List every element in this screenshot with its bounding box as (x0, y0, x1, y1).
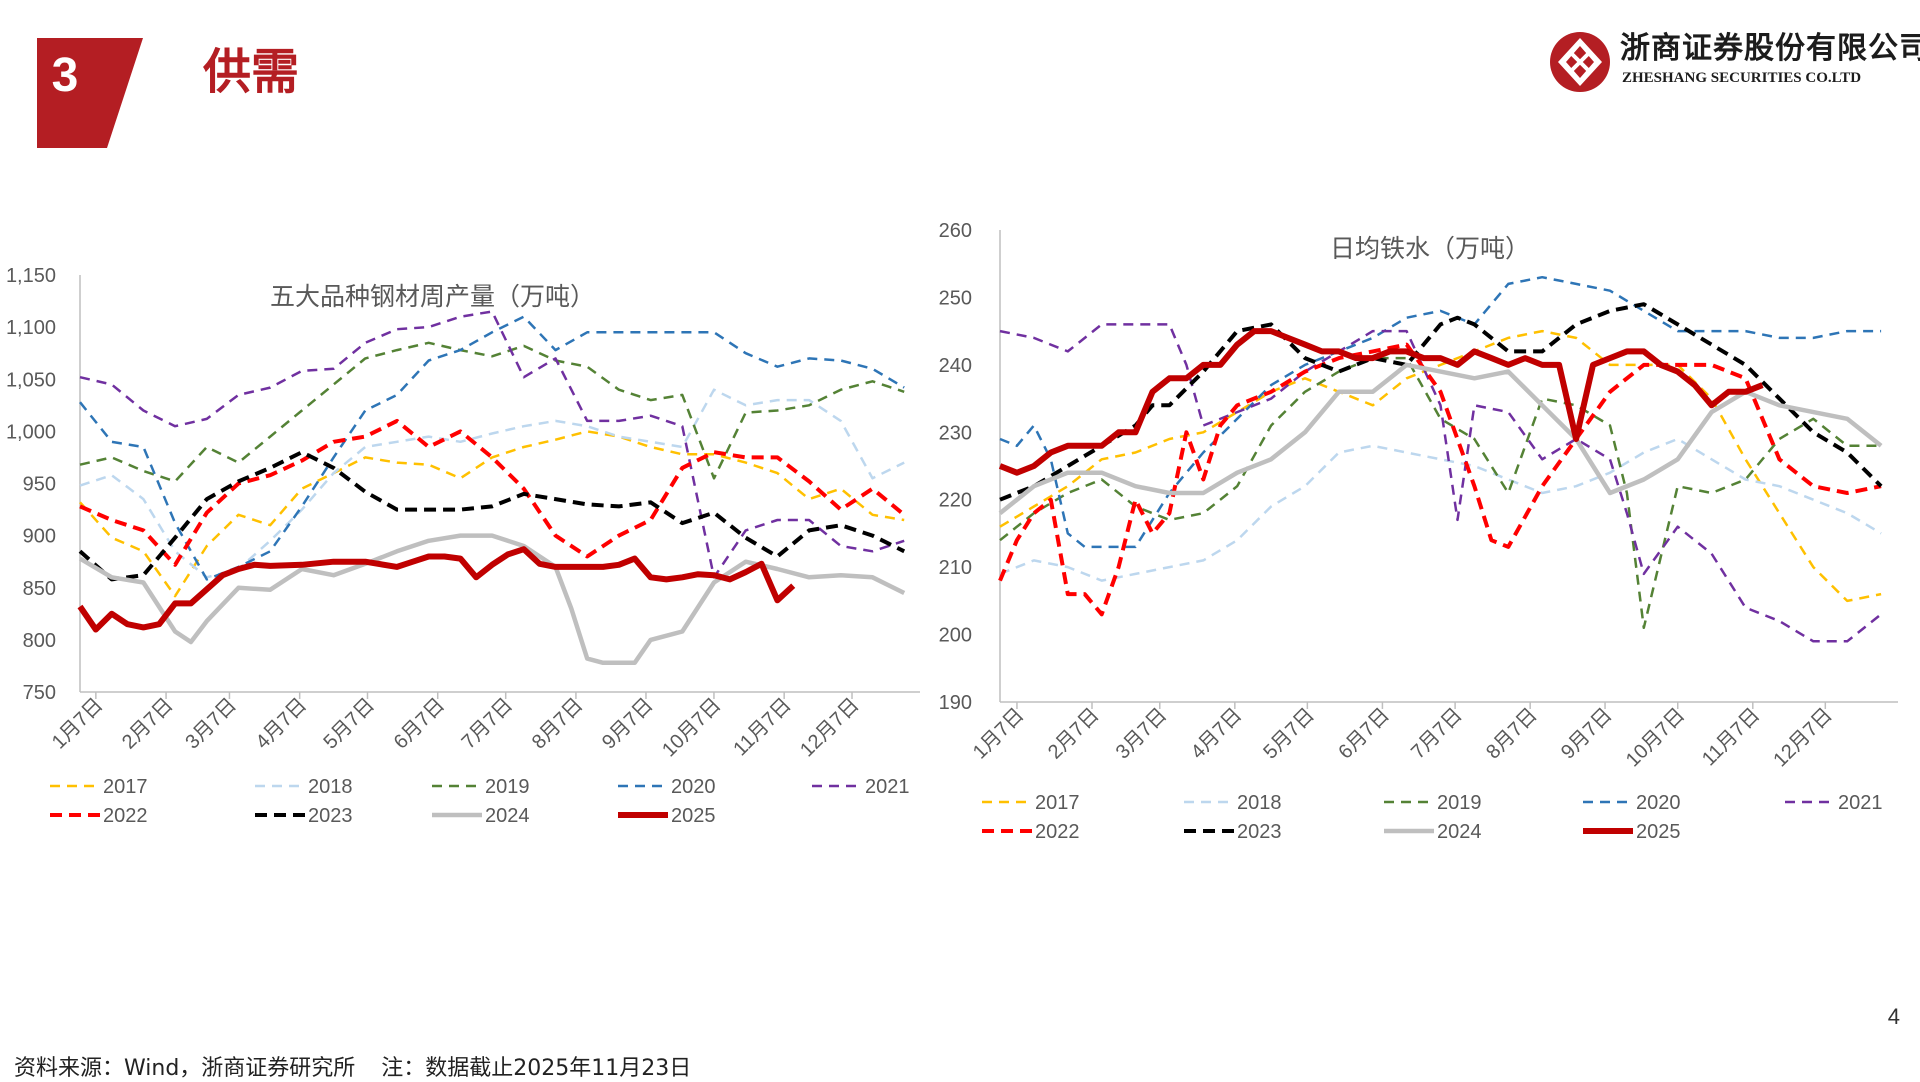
chart1-series-line-2022 (79, 418, 906, 567)
chart2-x-tick-label: 12月7日 (1769, 704, 1836, 771)
chart2-y-tick-label: 220 (939, 490, 972, 512)
chart1-series-line-2024 (78, 533, 906, 666)
chart1-series-line-2020 (79, 315, 905, 581)
chart2-series-line-2019 (999, 356, 1882, 630)
chart2-y-tick-label: 230 (939, 422, 972, 444)
chart2-series-line-2018 (999, 437, 1882, 582)
chart1-x-tick-label: 5月7日 (319, 694, 379, 754)
chart1-y-tick-label: 1,050 (6, 369, 56, 391)
chart2-series-line-2017 (999, 329, 1882, 603)
chart1-legend-label-2021: 2021 (865, 776, 910, 798)
chart1-x-tick-label: 9月7日 (598, 694, 658, 754)
chart1-x-tick-label: 2月7日 (118, 694, 178, 754)
chart2-y-tick-label: 240 (939, 355, 972, 377)
chart1-series-line-2019 (79, 341, 905, 483)
chart1-y-tick-label: 1,150 (6, 265, 56, 287)
chart1-legend-label-2022: 2022 (103, 805, 148, 827)
chart2-series-line-2023 (999, 302, 1883, 502)
chart1-legend-label-2020: 2020 (671, 776, 716, 798)
hot-metal-chart: 190 200 210 220 230 240 250 260 1月7日 2月7日 3月7日 4月7日… (939, 220, 1898, 843)
chart1-y-tick-label: 850 (23, 578, 56, 600)
section-badge (37, 38, 143, 148)
chart1-y-tick-label: 750 (23, 682, 56, 704)
chart1-series-line-2018 (79, 388, 905, 579)
chart2-legend-label-2019: 2019 (1437, 792, 1482, 814)
page-number: 4 (1887, 1004, 1900, 1029)
chart1-y-tick-label: 950 (23, 474, 56, 496)
chart2-series-line-2025 (998, 328, 1764, 476)
chart2-x-tick-label: 5月7日 (1259, 704, 1319, 764)
section-title: 供需 (203, 44, 300, 100)
chart2-x-tick-label: 11月7日 (1698, 704, 1764, 770)
chart2-legend-label-2020: 2020 (1636, 792, 1681, 814)
chart1-legend-label-2018: 2018 (308, 776, 353, 798)
chart2-legend-label-2025: 2025 (1636, 821, 1681, 843)
chart1-y-tick-label: 900 (23, 526, 56, 548)
chart2-legend-label-2024: 2024 (1437, 821, 1482, 843)
chart2-legend-label-2017: 2017 (1035, 792, 1080, 814)
chart1-x-tick-label: 7月7日 (458, 694, 518, 754)
chart1-series-line-2023 (78, 450, 906, 582)
chart2-y-tick-label: 200 (939, 625, 972, 647)
chart1-x-tick-label: 4月7日 (252, 694, 312, 754)
chart1-x-tick-label: 6月7日 (390, 694, 450, 754)
chart1-x-tick-label: 10月7日 (658, 694, 725, 761)
chart1-legend-label-2017: 2017 (103, 776, 148, 798)
chart1-legend-label-2023: 2023 (308, 805, 353, 827)
chart2-series-line-2024 (998, 362, 1883, 515)
logo-company-name-cn: 浙商证券股份有限公司 (1620, 31, 1920, 66)
chart2-y-tick-label: 190 (939, 692, 972, 714)
chart2-x-tick-label: 1月7日 (969, 704, 1029, 764)
chart1-y-tick-label: 1,100 (6, 317, 56, 339)
chart2-y-tick-label: 210 (939, 557, 972, 579)
chart2-y-tick-label: 260 (939, 220, 972, 242)
chart2-legend-label-2022: 2022 (1035, 821, 1080, 843)
chart1-x-tick-label: 11月7日 (729, 694, 795, 760)
chart2-title: 日均铁水（万吨） (1330, 234, 1530, 263)
chart1-series-line-2025 (77, 546, 796, 633)
chart2-legend-label-2021: 2021 (1838, 792, 1883, 814)
chart2-x-tick-label: 8月7日 (1482, 704, 1542, 764)
chart2-x-tick-label: 4月7日 (1187, 704, 1247, 764)
chart2-x-tick-label: 3月7日 (1112, 704, 1172, 764)
chart1-title: 五大品种钢材周产量（万吨） (270, 282, 595, 311)
source-text: 资料来源：Wind，浙商证券研究所 (14, 1056, 356, 1081)
chart1-x-tick-label: 12月7日 (796, 694, 863, 761)
source-note: 资料来源：Wind，浙商证券研究所 注：数据截止2025年11月23日 (14, 1050, 691, 1082)
chart1-x-tick-label: 1月7日 (48, 694, 108, 754)
chart2-series-line-2022 (998, 342, 1882, 617)
chart2-legend-label-2018: 2018 (1237, 792, 1282, 814)
chart2-x-tick-label: 2月7日 (1044, 704, 1104, 764)
zheshang-logo-icon (1550, 32, 1610, 92)
chart1-series-line-2021 (79, 310, 905, 579)
chart1-legend-label-2024: 2024 (485, 805, 530, 827)
chart2-x-tick-label: 9月7日 (1557, 704, 1617, 764)
section-number: 3 (51, 49, 79, 102)
chart2-x-tick-label: 6月7日 (1334, 704, 1394, 764)
logo-company-name-en: ZHESHANG SECURITIES CO.LTD (1622, 70, 1862, 86)
chart1-legend-label-2019: 2019 (485, 776, 530, 798)
chart2-series-line-2021 (999, 323, 1882, 643)
chart1-y-tick-label: 1,000 (6, 421, 56, 443)
data-cutoff-note: 注：数据截止2025年11月23日 (381, 1056, 692, 1081)
chart1-y-tick-label: 800 (23, 630, 56, 652)
chart1-series-line-2017 (79, 430, 905, 598)
chart1-x-tick-label: 3月7日 (181, 694, 241, 754)
chart2-y-tick-label: 250 (939, 287, 972, 309)
chart2-x-tick-label: 7月7日 (1407, 704, 1467, 764)
chart2-legend-label-2023: 2023 (1237, 821, 1282, 843)
chart1-x-tick-label: 8月7日 (528, 694, 588, 754)
chart1-legend-label-2025: 2025 (671, 805, 716, 827)
chart2-x-tick-label: 10月7日 (1622, 704, 1689, 771)
